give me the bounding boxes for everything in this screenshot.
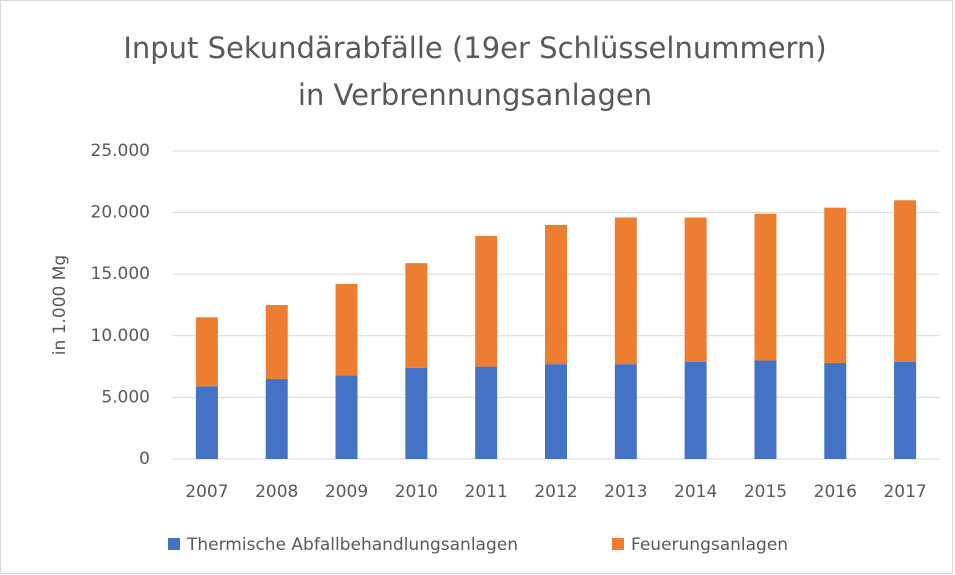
bar-segment [684, 217, 707, 362]
bar-segment [754, 213, 777, 361]
y-tick-label: 0 [139, 449, 150, 469]
x-tick-label: 2011 [465, 482, 508, 502]
legend-swatch [168, 538, 180, 550]
bar-segment [894, 200, 917, 362]
bar-segment [265, 305, 288, 379]
bar-segment [475, 236, 498, 367]
bar-segment [824, 207, 847, 363]
bar-segment [545, 364, 567, 459]
bar-segment [684, 361, 707, 459]
bar-segment [614, 217, 637, 365]
y-tick-label: 5.000 [101, 387, 150, 407]
bar-segment [335, 284, 358, 376]
y-tick-label: 20.000 [91, 203, 150, 223]
bar-segment [894, 361, 917, 459]
y-tick-label: 10.000 [91, 326, 150, 346]
x-tick-label: 2012 [534, 482, 577, 502]
bar-segment [335, 375, 358, 459]
bar-segment [754, 360, 777, 459]
bar-segment [405, 263, 428, 368]
bar-segment [195, 386, 218, 459]
legend-swatch [612, 538, 624, 550]
x-tick-label: 2010 [395, 482, 438, 502]
bar-segment [545, 224, 567, 365]
x-tick-label: 2014 [674, 482, 717, 502]
bar-segment [475, 366, 498, 459]
y-tick-label: 25.000 [91, 141, 150, 161]
bar-segment [405, 367, 428, 459]
bar-segment [824, 362, 847, 459]
x-tick-label: 2008 [255, 482, 298, 502]
x-tick-label: 2016 [814, 482, 857, 502]
legend-label: Feuerungsanlagen [631, 535, 788, 555]
x-tick-label: 2017 [883, 482, 926, 502]
chart-title: Input Sekundärabfälle (19er Schlüsselnum… [123, 31, 826, 65]
bar-segment [195, 317, 218, 387]
x-tick-label: 2007 [185, 482, 228, 502]
y-axis-label: in 1.000 Mg [50, 255, 70, 355]
x-tick-label: 2015 [744, 482, 787, 502]
x-tick-label: 2009 [325, 482, 368, 502]
bar-segment [265, 378, 288, 459]
x-tick-label: 2013 [604, 482, 647, 502]
bar-segment [614, 364, 637, 459]
y-tick-label: 15.000 [91, 264, 150, 284]
legend-label: Thermische Abfallbehandlungsanlagen [186, 535, 518, 555]
chart-title: in Verbrennungsanlagen [298, 78, 652, 112]
